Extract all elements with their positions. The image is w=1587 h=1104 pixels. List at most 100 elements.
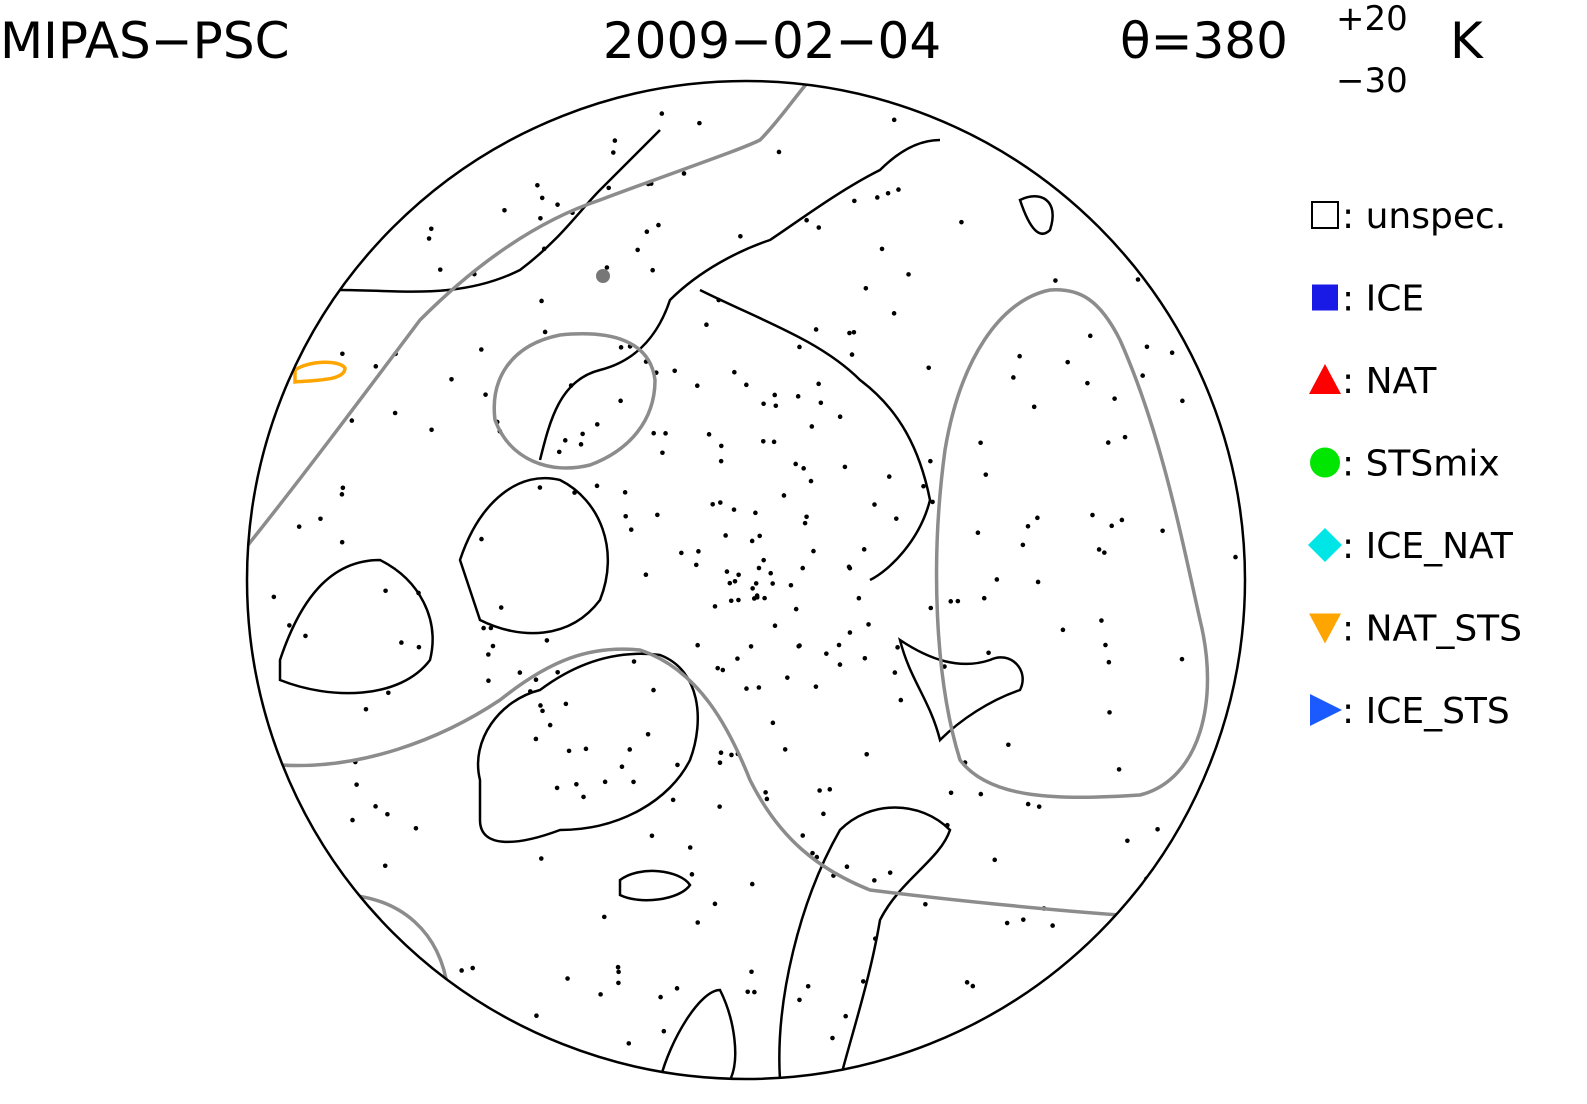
- measurement-point: [674, 986, 680, 991]
- measurement-point: [498, 605, 504, 610]
- measurement-point: [1085, 380, 1090, 386]
- measurement-point: [735, 656, 740, 661]
- measurement-point: [804, 217, 809, 223]
- measurement-point: [728, 598, 734, 604]
- measurement-point: [782, 747, 788, 752]
- measurement-point: [533, 736, 539, 742]
- measurement-point: [715, 665, 720, 671]
- measurement-point: [754, 593, 760, 598]
- measurement-point: [712, 901, 718, 907]
- measurement-point: [373, 804, 378, 809]
- measurement-point: [428, 226, 434, 232]
- measurement-point: [660, 450, 665, 456]
- unit: K: [1450, 12, 1484, 70]
- measurement-point: [631, 779, 636, 785]
- measurement-point: [860, 979, 866, 984]
- measurement-point: [718, 500, 723, 505]
- measurement-point: [773, 403, 779, 409]
- measurement-point: [1116, 767, 1122, 772]
- contour: [247, 81, 812, 547]
- measurement-point: [872, 502, 877, 507]
- coastline: [458, 476, 609, 635]
- measurement-point: [750, 586, 755, 591]
- measurement-point: [627, 747, 633, 752]
- measurement-point: [751, 596, 757, 601]
- measurement-point: [661, 1028, 667, 1034]
- measurement-point: [554, 785, 560, 791]
- contour: [279, 647, 1121, 917]
- measurement-point: [488, 625, 494, 631]
- measurement-point: [1050, 923, 1055, 928]
- measurement-point: [732, 578, 738, 584]
- measurement-point: [736, 597, 741, 603]
- measurement-point: [732, 369, 737, 375]
- measurement-point: [580, 431, 585, 437]
- measurement-point: [687, 845, 693, 850]
- measurement-point: [818, 400, 824, 406]
- measurement-point: [689, 872, 695, 877]
- measurement-point: [1106, 659, 1112, 665]
- measurement-point: [537, 485, 543, 490]
- contour: [492, 332, 657, 470]
- theta-upper: +20: [1336, 0, 1408, 39]
- measurement-point: [696, 549, 701, 554]
- measurement-point: [1099, 618, 1104, 623]
- legend-label: : ICE_STS: [1342, 691, 1510, 732]
- measurement-point: [555, 669, 560, 675]
- measurement-point: [606, 185, 612, 191]
- measurement-point: [712, 604, 718, 609]
- measurement-point: [756, 565, 762, 571]
- measurement-point: [923, 901, 928, 907]
- measurement-point: [744, 382, 749, 388]
- measurement-point: [635, 247, 640, 253]
- measurement-point: [1053, 278, 1058, 283]
- measurement-point: [816, 381, 821, 387]
- measurement-point: [1155, 826, 1160, 832]
- measurement-point: [437, 267, 443, 272]
- measurement-point: [539, 298, 544, 304]
- measurement-point: [626, 1041, 632, 1046]
- title: MIPAS−PSC: [0, 12, 289, 70]
- measurement-point: [1180, 398, 1185, 404]
- measurement-point: [631, 659, 637, 664]
- measurement-point: [535, 182, 540, 188]
- measurement-point: [970, 983, 976, 989]
- measurement-point: [303, 633, 308, 639]
- measurement-point: [459, 968, 464, 973]
- measurement-point: [891, 117, 897, 123]
- measurement-point: [679, 550, 684, 556]
- coastline: [339, 129, 661, 293]
- measurement-point: [1135, 277, 1141, 282]
- coastline: [898, 637, 1024, 743]
- measurement-point: [1179, 656, 1185, 662]
- measurement-point: [872, 878, 877, 883]
- measurement-point: [706, 432, 712, 437]
- measurement-point: [1103, 642, 1108, 648]
- measurement-point: [849, 352, 855, 357]
- measurement-point: [724, 569, 730, 574]
- measurement-point: [622, 490, 628, 495]
- coastline: [658, 988, 737, 1079]
- measurement-point: [731, 507, 737, 512]
- measurement-point: [921, 483, 926, 489]
- measurement-point: [490, 643, 496, 649]
- measurement-point: [693, 562, 699, 568]
- measurement-point: [762, 595, 767, 601]
- measurement-point: [1144, 344, 1150, 350]
- measurement-point: [942, 664, 947, 669]
- coastline: [278, 558, 434, 695]
- measurement-point: [817, 788, 822, 793]
- measurement-point: [681, 171, 687, 176]
- measurement-point: [581, 794, 586, 800]
- measurement-point: [727, 580, 733, 586]
- measurement-point: [964, 980, 970, 985]
- coastline: [538, 138, 941, 461]
- measurement-point: [842, 464, 848, 470]
- measurement-point: [718, 443, 724, 449]
- measurement-point: [785, 675, 790, 680]
- measurement-point: [1065, 359, 1070, 365]
- measurement-point: [864, 751, 870, 757]
- measurement-point: [479, 347, 484, 352]
- measurement-points: [271, 111, 1238, 1046]
- contour: [349, 893, 450, 991]
